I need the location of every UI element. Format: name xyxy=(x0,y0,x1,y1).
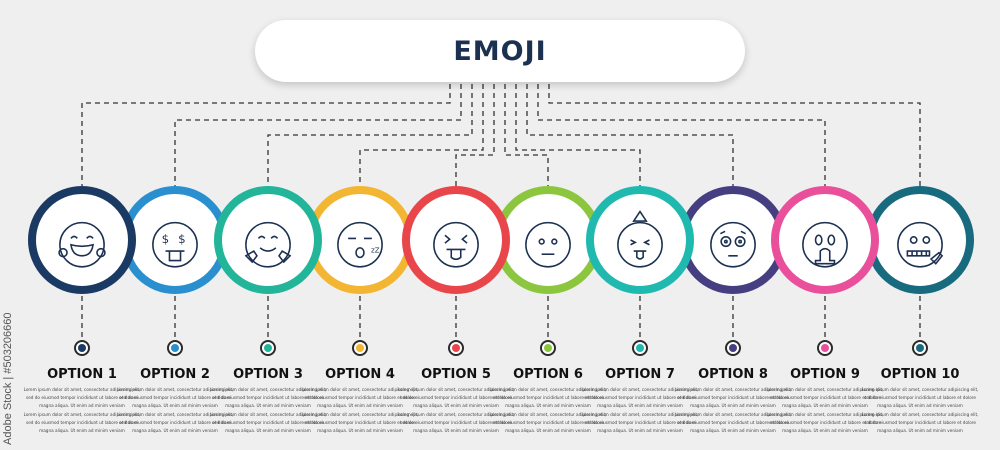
option-title: OPTION 5 xyxy=(421,367,491,382)
option-title: OPTION 4 xyxy=(325,367,395,382)
watermark: Adobe Stock | #503206660 xyxy=(2,312,14,445)
option-description: Lorem ipsum dolor sit amet, consectetur … xyxy=(209,412,327,433)
connector-line xyxy=(81,84,451,342)
option-marker-dot xyxy=(167,340,183,356)
option-description: Lorem ipsum dolor sit amet, consectetur … xyxy=(766,412,884,433)
money-mouth-face-icon: $ $ xyxy=(152,221,198,268)
option-title: OPTION 1 xyxy=(47,367,117,382)
option-item: OPTION 5 Lorem ipsum dolor sit amet, con… xyxy=(398,186,514,433)
vomiting-face-icon xyxy=(802,221,848,268)
option-description: Lorem ipsum dolor sit amet, consectetur … xyxy=(397,412,515,433)
option-description: Lorem ipsum dolor sit amet, consectetur … xyxy=(674,387,792,408)
page-title: EMOJI xyxy=(453,35,547,67)
option-item: OPTION 9 Lorem ipsum dolor sit amet, con… xyxy=(767,186,883,433)
option-item: $ $ OPTION 2 Lorem ipsum dolor sit amet, … xyxy=(117,186,233,433)
option-description: Lorem ipsum dolor sit amet, consectetur … xyxy=(489,412,607,433)
svg-text:zZ: zZ xyxy=(371,246,380,255)
option-marker-dot xyxy=(352,340,368,356)
option-marker-dot xyxy=(74,340,90,356)
option-title: OPTION 10 xyxy=(880,367,960,382)
option-description: Lorem ipsum dolor sit amet, consectetur … xyxy=(301,387,419,408)
option-title: OPTION 7 xyxy=(605,367,675,382)
option-ring xyxy=(771,186,879,294)
connector-line xyxy=(359,84,484,342)
option-item: OPTION 10 Lorem ipsum dolor sit amet, co… xyxy=(862,186,978,433)
option-title: OPTION 9 xyxy=(790,367,860,382)
option-item: zZ OPTION 4 Lorem ipsum dolor sit amet, … xyxy=(302,186,418,433)
option-description: Lorem ipsum dolor sit amet, consectetur … xyxy=(209,387,327,408)
connector-line xyxy=(455,84,495,342)
option-description: Lorem ipsum dolor sit amet, consectetur … xyxy=(397,387,515,408)
option-title: OPTION 8 xyxy=(698,367,768,382)
option-ring xyxy=(214,186,322,294)
option-description: Lorem ipsum dolor sit amet, consectetur … xyxy=(489,387,607,408)
option-description: Lorem ipsum dolor sit amet, consectetur … xyxy=(581,387,699,408)
option-ring xyxy=(866,186,974,294)
option-marker-dot xyxy=(912,340,928,356)
connector-line xyxy=(526,84,734,342)
svg-text:$: $ xyxy=(178,232,186,246)
option-ring xyxy=(494,186,602,294)
option-ring xyxy=(402,186,510,294)
option-description: Lorem ipsum dolor sit amet, consectetur … xyxy=(301,412,419,433)
option-description: Lorem ipsum dolor sit amet, consectetur … xyxy=(23,387,141,408)
option-description: Lorem ipsum dolor sit amet, consectetur … xyxy=(861,412,979,433)
option-description: Lorem ipsum dolor sit amet, consectetur … xyxy=(23,412,141,433)
option-title: OPTION 6 xyxy=(513,367,583,382)
svg-text:$: $ xyxy=(162,232,170,246)
option-item: OPTION 7 Lorem ipsum dolor sit amet, con… xyxy=(582,186,698,433)
option-ring xyxy=(28,186,136,294)
option-item: OPTION 6 Lorem ipsum dolor sit amet, con… xyxy=(490,186,606,433)
face-with-tears-of-joy-icon xyxy=(58,221,106,268)
option-item: OPTION 1 Lorem ipsum dolor sit amet, con… xyxy=(24,186,140,433)
option-title: OPTION 2 xyxy=(140,367,210,382)
option-ring xyxy=(586,186,694,294)
option-marker-dot xyxy=(817,340,833,356)
squinting-face-with-tongue-icon xyxy=(433,221,479,268)
connector-line xyxy=(504,84,549,342)
option-description: Lorem ipsum dolor sit amet, consectetur … xyxy=(581,412,699,433)
option-marker-dot xyxy=(632,340,648,356)
connector-line xyxy=(515,84,641,342)
connector-line xyxy=(548,84,921,342)
option-description: Lorem ipsum dolor sit amet, consectetur … xyxy=(766,387,884,408)
neutral-face-icon xyxy=(525,221,571,268)
title-banner: EMOJI xyxy=(255,20,745,82)
option-title: OPTION 3 xyxy=(233,367,303,382)
connector-line xyxy=(537,84,826,342)
zipper-mouth-face-icon xyxy=(897,221,944,268)
option-marker-dot xyxy=(448,340,464,356)
option-description: Lorem ipsum dolor sit amet, consectetur … xyxy=(861,387,979,408)
option-marker-dot xyxy=(260,340,276,356)
hugging-face-icon xyxy=(244,221,292,268)
option-marker-dot xyxy=(725,340,741,356)
option-description: Lorem ipsum dolor sit amet, consectetur … xyxy=(116,387,234,408)
connector-line xyxy=(267,84,473,342)
connector-line xyxy=(174,84,462,342)
party-face-with-tongue-icon xyxy=(617,210,663,268)
option-description: Lorem ipsum dolor sit amet, consectetur … xyxy=(674,412,792,433)
option-ring: zZ xyxy=(306,186,414,294)
flushed-face-icon xyxy=(710,221,756,268)
option-marker-dot xyxy=(540,340,556,356)
option-ring: $ $ xyxy=(121,186,229,294)
option-item: OPTION 3 Lorem ipsum dolor sit amet, con… xyxy=(210,186,326,433)
sleeping-face-icon: zZ xyxy=(337,221,383,268)
option-description: Lorem ipsum dolor sit amet, consectetur … xyxy=(116,412,234,433)
